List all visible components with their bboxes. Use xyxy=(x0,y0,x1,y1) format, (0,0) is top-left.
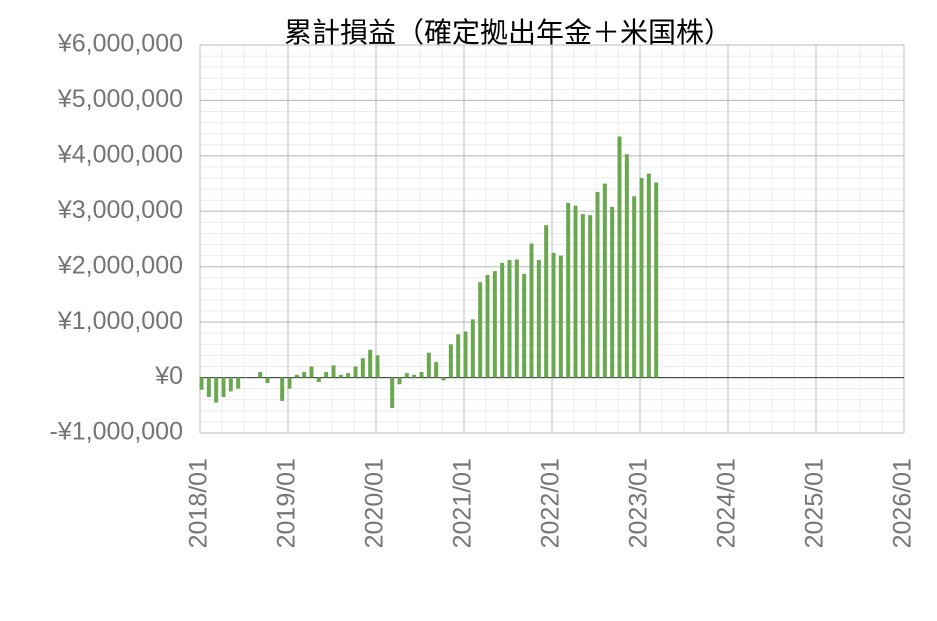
bar xyxy=(316,377,321,383)
bar xyxy=(632,196,637,378)
bar xyxy=(529,243,534,378)
bar xyxy=(580,214,585,378)
bar xyxy=(294,374,299,378)
bar xyxy=(463,331,468,378)
bar xyxy=(639,178,644,378)
bar xyxy=(522,273,527,378)
bar xyxy=(544,225,549,378)
bar xyxy=(228,377,233,392)
bar xyxy=(214,377,219,403)
x-tick-label: 2026/01 xyxy=(889,458,917,548)
bar xyxy=(390,377,395,409)
bar xyxy=(236,377,241,389)
bar xyxy=(338,374,343,378)
bar xyxy=(331,365,336,378)
bar xyxy=(624,154,629,378)
bar xyxy=(265,377,270,384)
y-tick-label: ¥1,000,000 xyxy=(57,307,183,335)
x-tick-label: 2025/01 xyxy=(801,458,829,548)
bar xyxy=(456,334,461,378)
bar xyxy=(492,271,497,378)
bar xyxy=(485,275,490,378)
bar xyxy=(404,373,409,378)
bar xyxy=(573,205,578,378)
bar xyxy=(595,191,600,378)
y-tick-label: ¥2,000,000 xyxy=(57,251,183,279)
bar xyxy=(206,377,211,397)
bar xyxy=(566,202,571,378)
bar xyxy=(280,377,285,401)
bar xyxy=(375,355,380,378)
bar xyxy=(199,377,204,390)
y-tick-label: ¥5,000,000 xyxy=(57,85,183,113)
x-tick-label: 2022/01 xyxy=(537,458,565,548)
bar xyxy=(558,255,563,378)
chart-title: 累計損益（確定拠出年金＋米国株） xyxy=(284,16,732,49)
bar xyxy=(346,373,351,378)
bar xyxy=(309,366,314,378)
bar xyxy=(646,173,651,378)
bar xyxy=(470,319,475,378)
bar xyxy=(514,259,519,378)
bar xyxy=(434,362,439,378)
bar xyxy=(536,260,541,378)
bar xyxy=(243,377,248,378)
bar xyxy=(448,344,453,378)
x-tick-label: 2024/01 xyxy=(713,458,741,548)
x-tick-label: 2019/01 xyxy=(273,458,301,548)
bar xyxy=(324,372,329,378)
bar xyxy=(441,377,446,381)
bar xyxy=(397,377,402,385)
bar xyxy=(287,377,292,389)
bar xyxy=(368,349,373,378)
bar xyxy=(551,252,556,378)
bar xyxy=(258,372,263,378)
bar xyxy=(412,374,417,378)
bar xyxy=(426,352,431,378)
bar xyxy=(302,372,307,378)
bar xyxy=(654,182,659,378)
x-tick-label: 2021/01 xyxy=(449,458,477,548)
bar xyxy=(588,215,593,378)
bar xyxy=(610,206,615,378)
x-tick-label: 2018/01 xyxy=(185,458,213,548)
bar xyxy=(221,377,226,397)
y-tick-label: -¥1,000,000 xyxy=(50,418,183,446)
bar xyxy=(360,358,365,378)
bar xyxy=(478,282,483,378)
x-tick-label: 2023/01 xyxy=(625,458,653,548)
bar xyxy=(617,136,622,378)
x-tick-label: 2020/01 xyxy=(361,458,389,548)
bar xyxy=(507,260,512,378)
y-tick-label: ¥3,000,000 xyxy=(57,196,183,224)
y-tick-label: ¥0 xyxy=(154,362,183,390)
bar xyxy=(500,262,505,378)
y-tick-label: ¥4,000,000 xyxy=(57,140,183,168)
bar xyxy=(419,372,424,378)
bar xyxy=(353,366,358,378)
y-tick-label: ¥6,000,000 xyxy=(57,30,183,58)
bar xyxy=(602,183,607,378)
